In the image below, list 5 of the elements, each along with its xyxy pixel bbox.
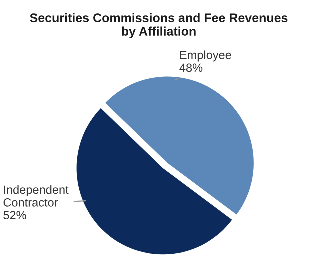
chart-title: Securities Commissions and Fee Revenues by Affiliation [30,13,288,38]
slice-label: Independent Contractor [4,185,69,207]
data-label: 48% [180,64,203,72]
data-label: 52% [4,211,26,220]
slice-label: Employee [180,50,232,62]
